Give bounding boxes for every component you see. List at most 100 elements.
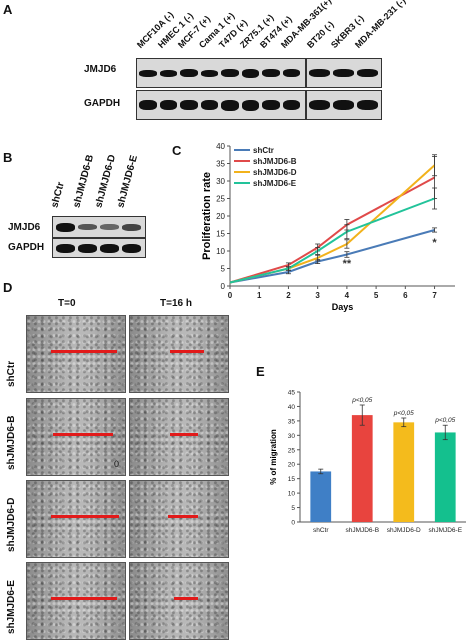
y-tick-label: 5 — [221, 265, 226, 274]
micrograph — [129, 562, 229, 640]
error-bar — [318, 468, 324, 475]
x-tick-label: 2 — [286, 291, 291, 300]
micrograph — [26, 315, 126, 393]
blot-band — [56, 243, 75, 253]
corner-mark: 0 — [114, 459, 120, 469]
significance-mark: ** — [343, 258, 352, 270]
blot-band — [78, 224, 97, 230]
micrograph — [129, 315, 229, 393]
x-tick-label: 1 — [257, 291, 262, 300]
proliferation-chart: 0 5 10 15 20 25 30 35 40 0 1 2 3 4 5 6 7 Days Proliferatio… — [201, 142, 455, 312]
blot-band — [159, 69, 177, 77]
lane-label: shJMJD6-D — [93, 153, 119, 209]
blot-band — [100, 243, 119, 253]
lane-label: MDA-MB-231 (-) — [352, 0, 408, 51]
panel-label-e: E — [256, 364, 265, 379]
error-bar — [432, 187, 438, 210]
legend-label: shJMJD6-D — [253, 168, 297, 177]
error-bar — [285, 266, 291, 271]
blot-band — [333, 100, 354, 110]
micrograph — [26, 562, 126, 640]
error-bar — [359, 404, 365, 426]
series-line — [229, 197, 435, 284]
y-axis-label: % of migration — [269, 429, 278, 485]
x-axis-label: Days — [332, 302, 354, 312]
blot-band — [241, 99, 259, 111]
blot-band — [200, 69, 218, 77]
lane-label: shJMJD6-E — [115, 154, 140, 209]
y-tick-label: 35 — [288, 418, 296, 425]
error-bar — [442, 424, 448, 441]
y-tick-label: 30 — [216, 177, 225, 186]
micrograph — [129, 480, 229, 558]
x-tick-label: 7 — [432, 291, 437, 300]
blot-band — [357, 69, 378, 77]
jmjd6-label-a: JMJD6 — [84, 64, 117, 75]
micrograph — [26, 398, 126, 476]
blot-band — [200, 100, 218, 110]
y-tick-label: 5 — [291, 505, 295, 512]
legend-label: shJMJD6-B — [253, 157, 297, 166]
panel-label-a: A — [3, 2, 13, 17]
blot-band — [139, 100, 157, 110]
blot-band — [357, 100, 378, 110]
micrograph — [129, 398, 229, 476]
blot-band — [100, 224, 119, 230]
blot-gapdh-left — [136, 90, 306, 120]
x-tick-label: 3 — [315, 291, 320, 300]
bar-label: p<0,05 — [393, 410, 414, 417]
y-tick-label: 45 — [288, 390, 296, 397]
migration-chart: 0 5 10 15 20 25 30 35 40 45 % of migration shCtr p<0… — [269, 390, 466, 534]
wound-width-line — [170, 433, 198, 436]
blot-band — [282, 100, 300, 110]
blot-band — [309, 100, 330, 110]
blot-band — [78, 243, 97, 253]
y-axis-label: Proliferation rate — [201, 172, 213, 260]
y-tick-label: 15 — [216, 230, 225, 239]
y-tick-label: 15 — [288, 476, 296, 483]
category-label: shJMJD6-B — [345, 527, 379, 534]
x-tick-label: 0 — [228, 291, 233, 300]
y-tick-label: 20 — [288, 462, 296, 469]
panel-label-b: B — [3, 150, 13, 165]
blot-b-gapdh — [52, 238, 146, 258]
blot-band — [221, 69, 239, 77]
col-label-t0: T=0 — [58, 298, 76, 309]
wound-width-line — [51, 350, 117, 353]
bar-label: p<0,05 — [434, 417, 455, 424]
y-tick-label: 20 — [216, 212, 225, 221]
wound-width-line — [168, 515, 198, 518]
y-tick-label: 25 — [216, 195, 225, 204]
panel-label-d: D — [3, 280, 13, 295]
wound-width-line — [170, 350, 204, 353]
blot-band — [122, 243, 141, 253]
y-tick-label: 0 — [291, 520, 295, 527]
error-bar — [315, 254, 321, 262]
blot-band — [262, 69, 280, 77]
blot-band — [309, 69, 330, 77]
blot-jmjd6-left — [136, 58, 306, 88]
wound-width-line — [53, 433, 113, 436]
blot-band — [122, 223, 141, 231]
error-bar — [344, 251, 350, 258]
row-label: shJMJD6-D — [6, 497, 17, 552]
error-bar — [344, 239, 350, 249]
blot-gapdh-right — [306, 90, 382, 120]
blot-band — [56, 222, 75, 232]
y-tick-label: 30 — [288, 433, 296, 440]
error-bar — [315, 247, 321, 255]
category-label: shJMJD6-D — [387, 527, 421, 534]
x-tick-label: 6 — [403, 291, 408, 300]
bar-label: p<0,05 — [351, 397, 372, 404]
y-tick-label: 35 — [216, 160, 225, 169]
jmjd6-label-b: JMJD6 — [8, 222, 41, 233]
wound-width-line — [174, 597, 198, 600]
wound-width-line — [51, 515, 119, 518]
y-tick-label: 40 — [216, 142, 225, 151]
row-label: shCtr — [6, 360, 17, 387]
legend-label: shJMJD6-E — [253, 179, 297, 188]
error-bar — [432, 227, 438, 233]
gapdh-label-a: GAPDH — [84, 98, 121, 109]
lane-label: shJMJD6-B — [71, 153, 97, 209]
bar — [434, 432, 456, 522]
